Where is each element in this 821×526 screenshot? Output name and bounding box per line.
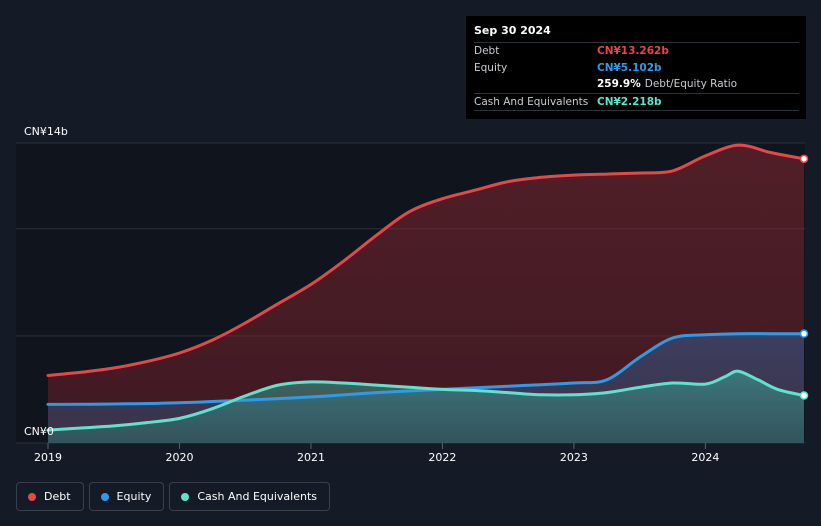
legend-item-debt[interactable]: Debt — [16, 482, 84, 511]
tooltip-row-cash: Cash And Equivalents CN¥2.218b — [474, 92, 799, 111]
tooltip-cash-label: Cash And Equivalents — [474, 95, 589, 108]
endpoint-cash — [799, 391, 809, 400]
chart-legend: Debt Equity Cash And Equivalents — [16, 482, 330, 511]
legend-dot-cash — [181, 492, 190, 501]
legend-item-cash[interactable]: Cash And Equivalents — [169, 482, 330, 511]
x-tick-label-2024: 2024 — [691, 451, 719, 464]
tooltip-row-ratio: 259.9% Debt/Equity Ratio — [474, 76, 799, 93]
tooltip-panel: Sep 30 2024 Debt CN¥13.262b Equity CN¥5.… — [466, 16, 806, 119]
tooltip-equity-value: CN¥5.102b — [597, 61, 662, 74]
tooltip-ratio-value: 259.9% — [597, 78, 641, 91]
line-equity — [46, 332, 806, 406]
legend-label-equity: Equity — [116, 490, 152, 503]
tooltip-debt-label: Debt — [474, 45, 500, 58]
x-axis-ticks: 2019 2020 2021 2022 2023 2024 — [34, 443, 719, 464]
legend-item-equity[interactable]: Equity — [88, 482, 165, 511]
x-tick-label-2021: 2021 — [297, 451, 325, 464]
area-cash — [48, 371, 804, 443]
tooltip-row-equity: Equity CN¥5.102b — [474, 60, 799, 77]
endpoint-equity — [799, 329, 809, 338]
x-tick-label-2019: 2019 — [34, 451, 62, 464]
legend-dot-equity — [100, 492, 109, 501]
tooltip-row-debt: Debt CN¥13.262b — [474, 42, 799, 60]
legend-label-cash: Cash And Equivalents — [197, 490, 317, 503]
legend-dot-debt — [28, 492, 36, 501]
line-debt — [46, 143, 806, 377]
legend-label-debt: Debt — [44, 490, 71, 503]
area-debt — [48, 145, 804, 444]
y-axis-bottom-label: CN¥0 — [24, 425, 54, 438]
tooltip-debt-value: CN¥13.262b — [597, 45, 669, 58]
series-lines — [46, 143, 809, 432]
tooltip-equity-label: Equity — [474, 61, 508, 74]
series-areas — [48, 145, 804, 444]
endpoint-debt — [799, 154, 809, 164]
tooltip-cash-value: CN¥2.218b — [597, 95, 662, 108]
tooltip-date: Sep 30 2024 — [474, 24, 551, 37]
x-tick-label-2020: 2020 — [165, 451, 193, 464]
tooltip-ratio-suffix: Debt/Equity Ratio — [644, 78, 738, 91]
line-cash — [46, 369, 806, 432]
y-axis-top-label: CN¥14b — [24, 125, 68, 138]
x-tick-label-2023: 2023 — [560, 451, 588, 464]
x-tick-label-2022: 2022 — [428, 451, 456, 464]
